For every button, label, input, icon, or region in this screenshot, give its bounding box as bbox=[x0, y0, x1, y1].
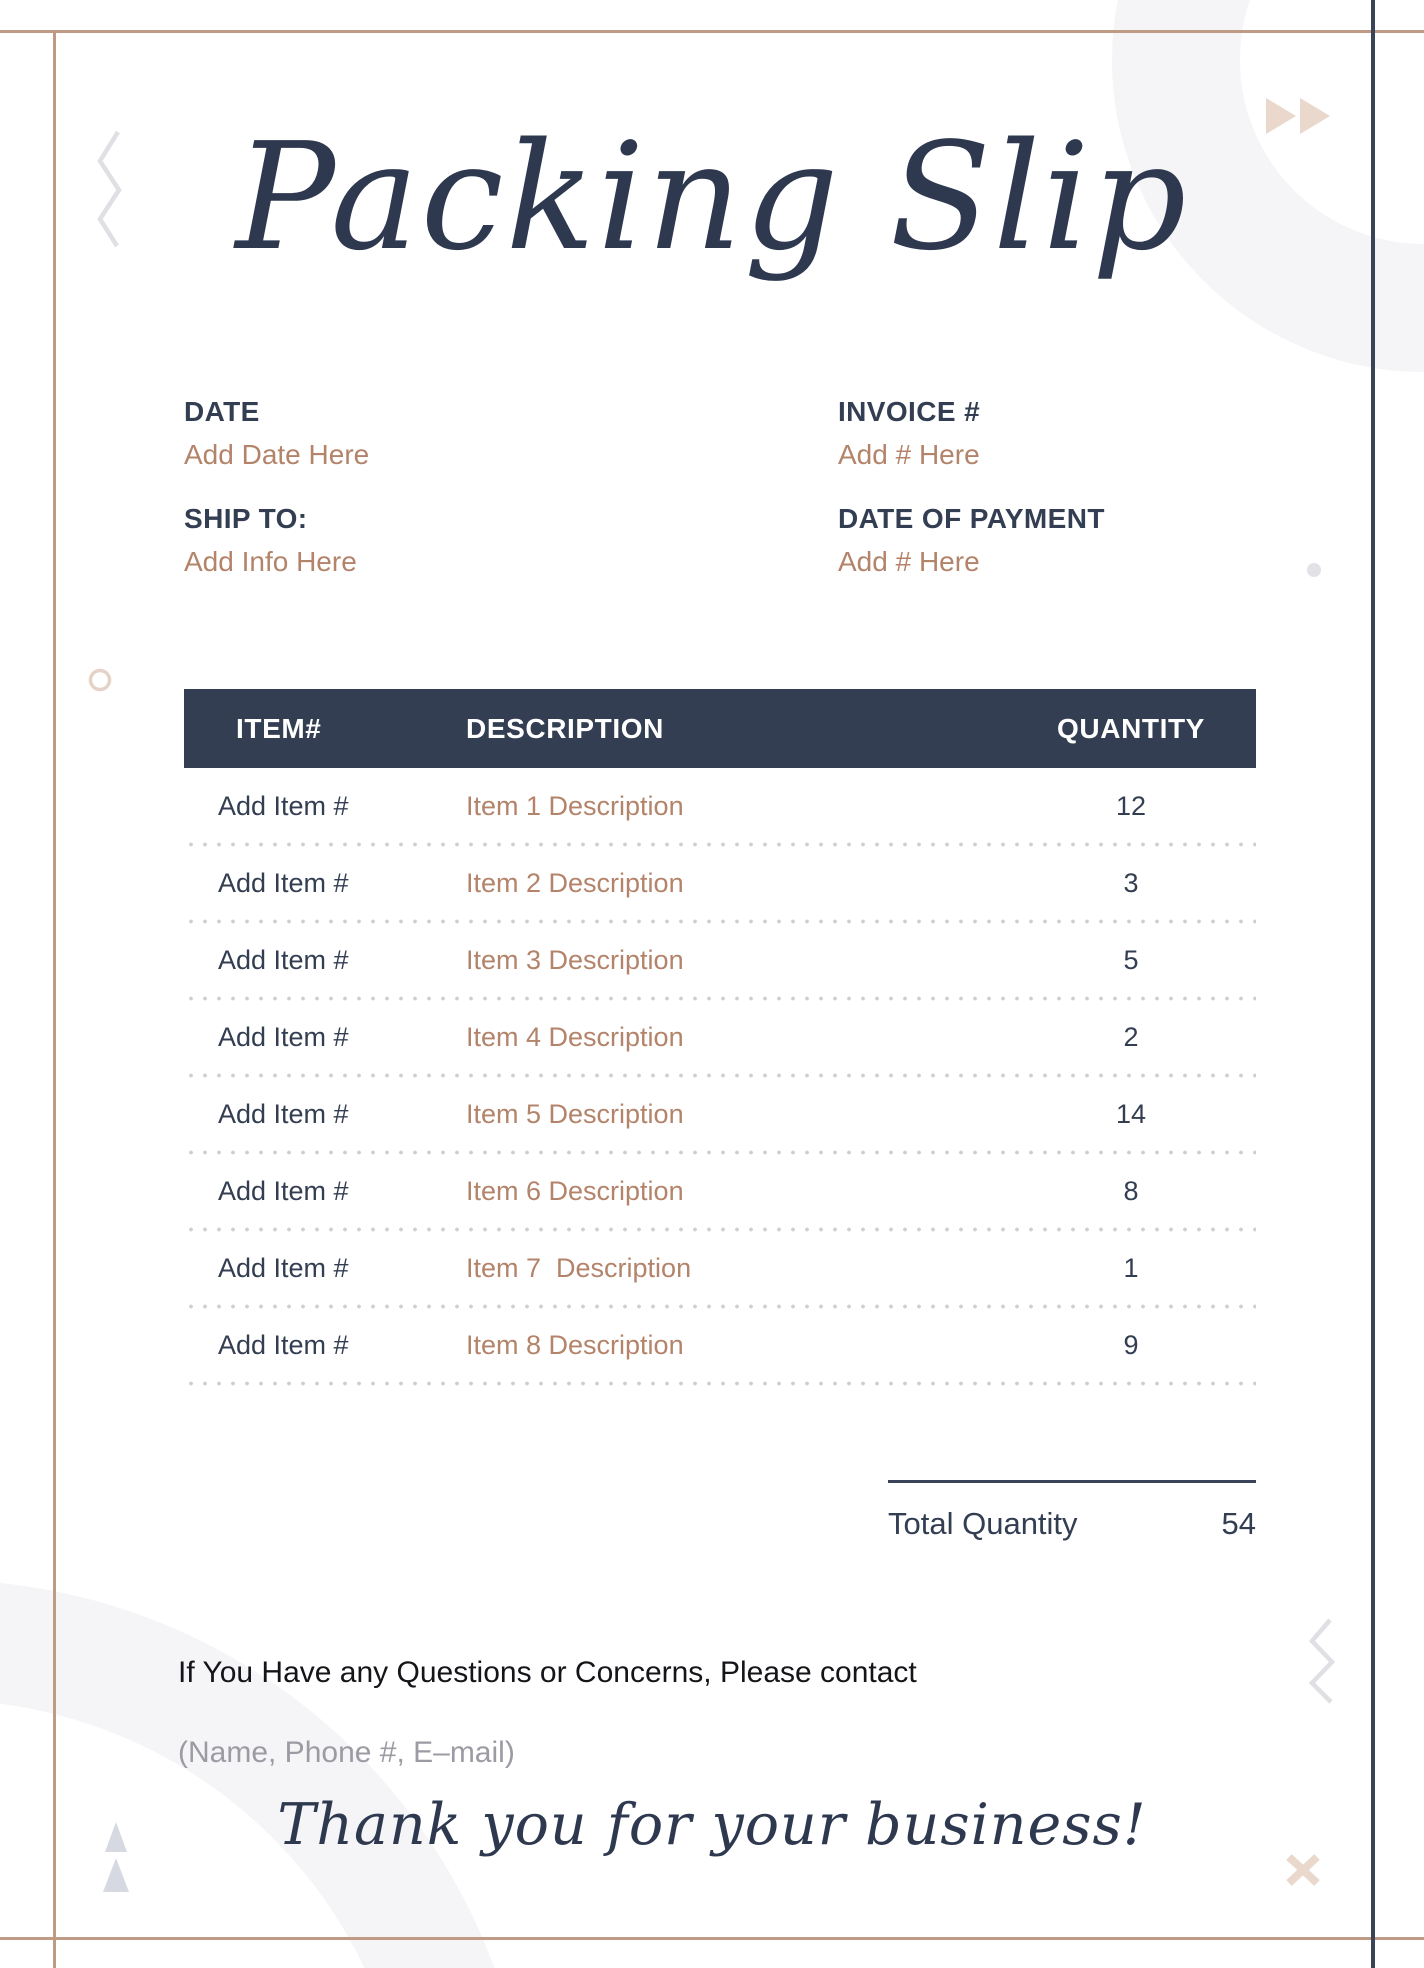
date-label: DATE bbox=[184, 396, 260, 427]
item-description-placeholder[interactable]: Item 3 Description bbox=[466, 945, 684, 975]
total-quantity-value: 54 bbox=[1221, 1506, 1256, 1541]
item-number-placeholder[interactable]: Add Item # bbox=[218, 1330, 349, 1360]
table-row: Add Item # Item 3 Description 5 bbox=[184, 922, 1256, 1001]
item-quantity-value[interactable]: 5 bbox=[1123, 945, 1139, 975]
invoice-label: INVOICE # bbox=[838, 396, 981, 427]
table-row: Add Item # Item 6 Description 8 bbox=[184, 1153, 1256, 1232]
zigzag-icon bbox=[97, 130, 122, 248]
ring-decoration-top-right bbox=[1112, 0, 1424, 372]
item-quantity-value[interactable]: 1 bbox=[1123, 1253, 1139, 1283]
payment-date-label: DATE OF PAYMENT bbox=[838, 503, 1105, 534]
payment-date-field: DATE OF PAYMENT Add # Here bbox=[838, 503, 1105, 578]
thank-you-message: Thank you for your business! bbox=[277, 1792, 1147, 1858]
invoice-placeholder[interactable]: Add # Here bbox=[838, 439, 980, 470]
date-field: DATE Add Date Here bbox=[184, 396, 369, 471]
circle-icon bbox=[88, 668, 112, 692]
item-quantity-value[interactable]: 9 bbox=[1123, 1330, 1139, 1360]
table-row: Add Item # Item 4 Description 2 bbox=[184, 999, 1256, 1078]
items-table: ITEM# DESCRIPTION QUANTITY Add Item # It… bbox=[184, 689, 1256, 1386]
item-number-placeholder[interactable]: Add Item # bbox=[218, 945, 349, 975]
item-description-placeholder[interactable]: Item 2 Description bbox=[466, 868, 684, 898]
item-quantity-value[interactable]: 14 bbox=[1115, 1099, 1147, 1129]
left-border-line bbox=[53, 30, 56, 1968]
fast-forward-icon bbox=[1266, 98, 1296, 134]
item-description-placeholder[interactable]: Item 7 Description bbox=[466, 1253, 692, 1283]
item-number-placeholder[interactable]: Add Item # bbox=[218, 1253, 349, 1283]
right-border-line bbox=[1371, 0, 1375, 1968]
item-quantity-value[interactable]: 2 bbox=[1123, 1022, 1139, 1052]
contact-placeholder[interactable]: (Name, Phone #, E–mail) bbox=[178, 1736, 515, 1769]
item-number-placeholder[interactable]: Add Item # bbox=[218, 1022, 349, 1052]
quantity-column-header: QUANTITY bbox=[1057, 712, 1205, 744]
ship-to-placeholder[interactable]: Add Info Here bbox=[184, 546, 357, 577]
triangle-icon bbox=[105, 1822, 127, 1852]
total-divider-line bbox=[888, 1480, 1256, 1483]
item-quantity-value[interactable]: 12 bbox=[1115, 791, 1147, 821]
invoice-field: INVOICE # Add # Here bbox=[838, 396, 980, 471]
close-icon bbox=[1286, 1854, 1320, 1886]
table-row: Add Item # Item 5 Description 14 bbox=[184, 1076, 1256, 1155]
item-number-placeholder[interactable]: Add Item # bbox=[218, 1176, 349, 1206]
item-description-placeholder[interactable]: Item 6 Description bbox=[466, 1176, 684, 1206]
item-column-header: ITEM# bbox=[236, 712, 322, 744]
table-row: Add Item # Item 2 Description 3 bbox=[184, 845, 1256, 924]
item-description-placeholder[interactable]: Item 8 Description bbox=[466, 1330, 684, 1360]
page-title: Packing Slip bbox=[235, 111, 1189, 283]
item-number-placeholder[interactable]: Add Item # bbox=[218, 868, 349, 898]
total-quantity-label: Total Quantity bbox=[888, 1506, 1078, 1541]
ship-to-label: SHIP TO: bbox=[184, 503, 308, 534]
bottom-border-line bbox=[0, 1937, 1424, 1940]
item-quantity-value[interactable]: 3 bbox=[1123, 868, 1139, 898]
fast-forward-icon bbox=[1300, 98, 1330, 134]
table-row: Add Item # Item 1 Description 12 bbox=[184, 768, 1256, 847]
date-placeholder[interactable]: Add Date Here bbox=[184, 439, 370, 470]
payment-date-placeholder[interactable]: Add # Here bbox=[838, 546, 980, 577]
description-column-header: DESCRIPTION bbox=[466, 712, 664, 744]
table-row: Add Item # Item 8 Description 9 bbox=[184, 1307, 1256, 1386]
total-quantity-row: Total Quantity 54 bbox=[888, 1506, 1256, 1542]
ship-to-field: SHIP TO: Add Info Here bbox=[184, 503, 357, 578]
dot-icon bbox=[1307, 563, 1321, 577]
item-description-placeholder[interactable]: Item 4 Description bbox=[466, 1022, 684, 1052]
item-quantity-value[interactable]: 8 bbox=[1123, 1176, 1139, 1206]
item-description-placeholder[interactable]: Item 1 Description bbox=[466, 791, 684, 821]
item-number-placeholder[interactable]: Add Item # bbox=[218, 791, 349, 821]
zigzag-icon bbox=[1308, 1618, 1336, 1704]
table-row: Add Item # Item 7 Description 1 bbox=[184, 1230, 1256, 1309]
item-description-placeholder[interactable]: Item 5 Description bbox=[466, 1099, 684, 1129]
contact-instruction: If You Have any Questions or Concerns, P… bbox=[178, 1656, 917, 1689]
table-header: ITEM# DESCRIPTION QUANTITY bbox=[184, 689, 1256, 768]
top-border-line bbox=[0, 30, 1424, 33]
triangle-icon bbox=[103, 1858, 129, 1892]
item-number-placeholder[interactable]: Add Item # bbox=[218, 1099, 349, 1129]
